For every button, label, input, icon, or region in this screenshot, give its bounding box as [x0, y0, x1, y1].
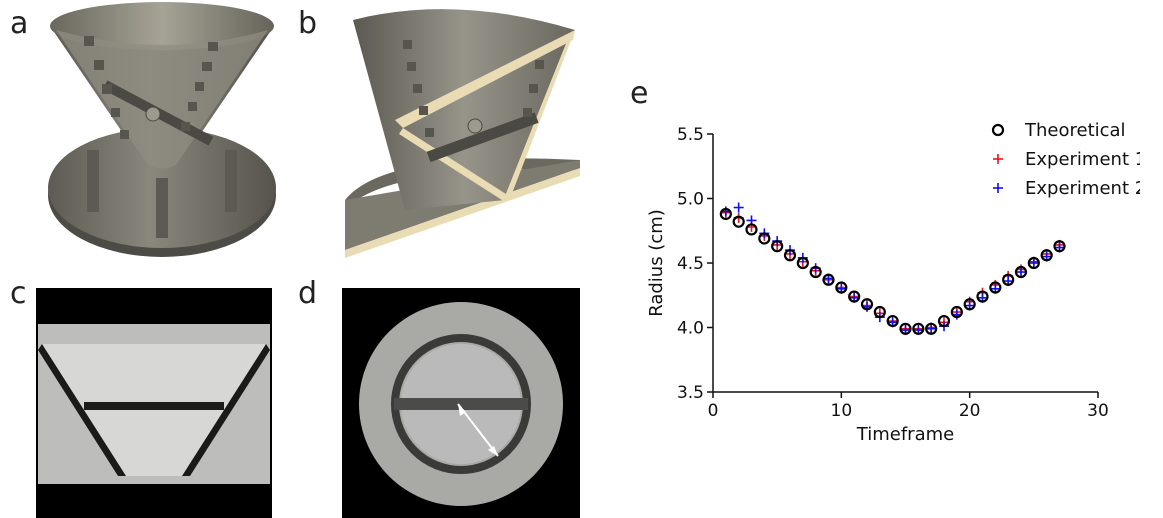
point-theoretical [925, 322, 938, 335]
chart-axes: 3.5 4.0 4.5 5.0 5.5 0 10 20 30 Timeframe Radius (c… [646, 125, 1109, 445]
y-axis-title: Radius (cm) [646, 209, 667, 317]
point-theoretical [822, 273, 835, 286]
point-theoretical [860, 298, 874, 311]
point-theoretical [771, 240, 784, 253]
x-tick-label: 20 [959, 401, 981, 421]
point-theoretical [937, 314, 951, 328]
point-theoretical [873, 305, 886, 319]
point-experiment-2 [926, 323, 937, 334]
y-tick-label: 5.5 [677, 125, 704, 145]
point-theoretical [758, 232, 771, 245]
x-axis-title: Timeframe [856, 424, 954, 445]
legend-marker-0 [991, 123, 1005, 137]
legend-label-2: Experiment 2 [1025, 178, 1140, 199]
x-tick-label: 10 [831, 401, 853, 421]
phantom-render-b [345, 9, 580, 258]
point-theoretical [886, 314, 899, 328]
point-theoretical [1040, 249, 1053, 262]
legend-label-0: Theoretical [1024, 120, 1126, 141]
y-tick-label: 5.0 [677, 190, 704, 210]
panel-label-b: b [298, 6, 318, 41]
legend-label-1: Experiment 1 [1025, 149, 1140, 170]
legend-marker-2 [993, 183, 1003, 193]
point-theoretical [783, 249, 797, 262]
y-tick-label: 4.0 [677, 319, 704, 339]
point-theoretical [963, 298, 976, 311]
point-theoretical [989, 281, 1002, 294]
panel-label-c: c [10, 276, 27, 311]
point-theoretical [745, 223, 758, 236]
panel-label-e: e [630, 76, 649, 111]
point-theoretical [1002, 273, 1015, 286]
point-theoretical [835, 281, 848, 294]
point-theoretical [912, 322, 925, 335]
point-theoretical [719, 207, 732, 221]
point-theoretical [976, 290, 989, 303]
point-theoretical [796, 256, 809, 270]
point-theoretical [1053, 240, 1066, 253]
point-theoretical [809, 265, 822, 279]
mri-sagittal-c [36, 288, 272, 518]
point-theoretical [732, 215, 745, 228]
point-theoretical [1027, 256, 1040, 270]
y-tick-label: 3.5 [677, 383, 704, 403]
point-experiment-2 [733, 202, 744, 213]
panel-label-a: a [10, 6, 29, 41]
mri-axial-d [342, 288, 580, 518]
radius-timeframe-chart: 3.5 4.0 4.5 5.0 5.5 0 10 20 30 Timeframe Radius (c… [646, 120, 1140, 445]
chart-legend: Theoretical Experiment 1 Experiment 2 [991, 120, 1140, 199]
point-theoretical [899, 322, 912, 335]
chart-marks [719, 202, 1066, 336]
point-experiment-2 [1016, 267, 1026, 278]
y-tick-label: 4.5 [677, 254, 704, 274]
phantom-render-a [48, 2, 276, 257]
x-tick-label: 0 [708, 401, 719, 421]
point-theoretical [1014, 265, 1028, 279]
point-theoretical [848, 290, 861, 303]
point-experiment-2 [1028, 258, 1039, 268]
panel-label-d: d [298, 276, 318, 311]
legend-marker-1 [993, 154, 1003, 164]
x-tick-label: 30 [1087, 401, 1109, 421]
point-theoretical [950, 305, 963, 319]
